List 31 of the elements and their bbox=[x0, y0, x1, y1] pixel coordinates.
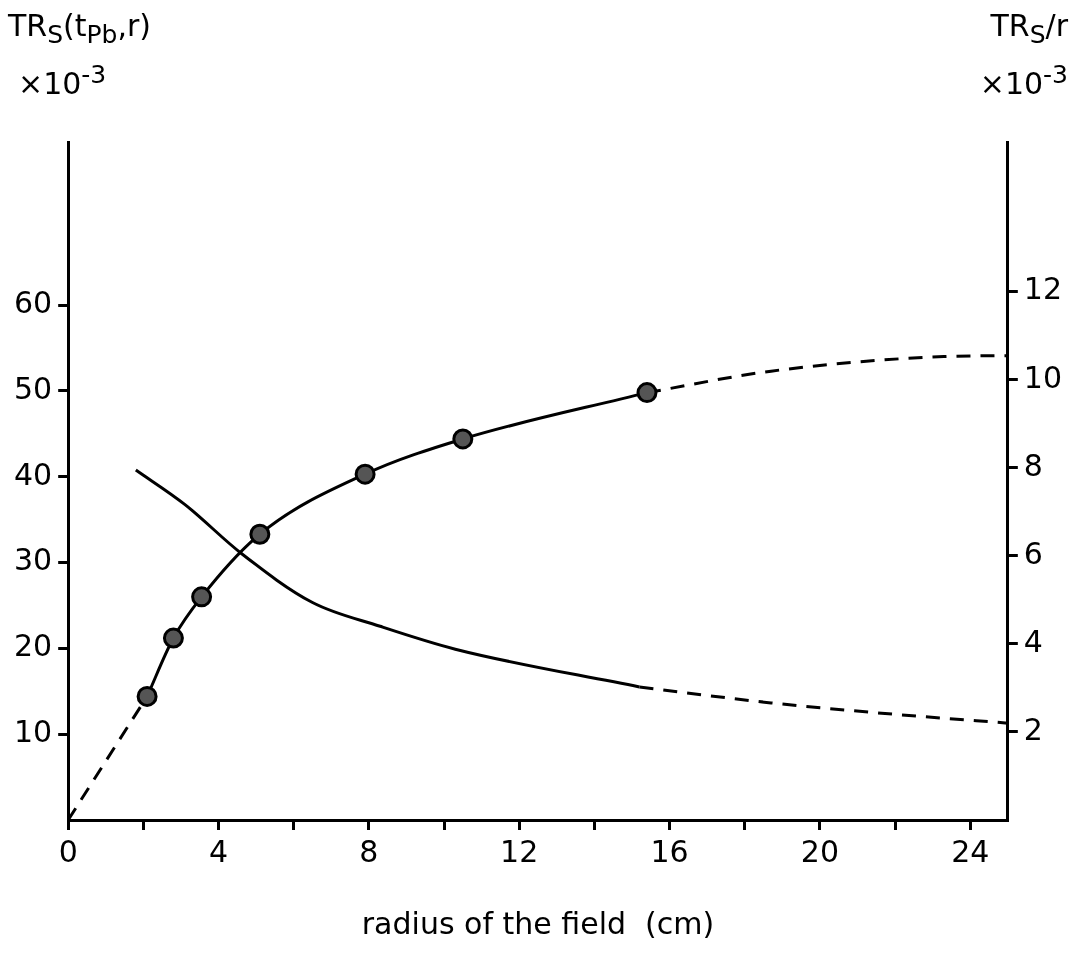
text: ×10$^{-3}$ bbox=[979, 60, 1068, 101]
point bbox=[162, 627, 184, 649]
x-tick-label: 8 bbox=[359, 833, 379, 869]
y-tick-label: 20 bbox=[13, 628, 53, 664]
point bbox=[354, 463, 376, 485]
y2-tick-label: 6 bbox=[1023, 535, 1043, 571]
y-tick-label: 50 bbox=[13, 370, 53, 406]
point bbox=[191, 586, 213, 608]
y2-tick-label: 12 bbox=[1023, 271, 1063, 307]
y2-tick-label: 10 bbox=[1023, 359, 1063, 395]
x-tick-label: 16 bbox=[650, 833, 689, 869]
x-tick-label: 20 bbox=[800, 833, 839, 869]
point bbox=[249, 523, 271, 545]
point bbox=[452, 428, 474, 450]
x-tick-label: 4 bbox=[208, 833, 229, 869]
x-tick-label: 24 bbox=[951, 833, 990, 869]
y2-tick-label: 4 bbox=[1023, 623, 1043, 659]
x-tick-label: 0 bbox=[58, 833, 78, 869]
y-axis-title: TR$_{S}$(t$_{Pb}$,r) bbox=[8, 8, 152, 49]
y-tick-label: 40 bbox=[13, 456, 53, 492]
y-tick-label: 60 bbox=[13, 284, 53, 320]
x-tick-label: 12 bbox=[500, 833, 539, 869]
y2-tick-label: 8 bbox=[1023, 447, 1043, 483]
y-tick-label: 30 bbox=[13, 542, 53, 578]
y-tick-label: 10 bbox=[13, 713, 53, 749]
text: ×10$^{-3}$ bbox=[18, 60, 107, 101]
y2-tick-label: 2 bbox=[1023, 711, 1043, 747]
point bbox=[136, 685, 158, 707]
point bbox=[636, 382, 658, 404]
y2-axis-title: TR$_{S}$/r bbox=[990, 8, 1068, 49]
x-axis-title: radius of the field (cm) bbox=[361, 905, 715, 941]
